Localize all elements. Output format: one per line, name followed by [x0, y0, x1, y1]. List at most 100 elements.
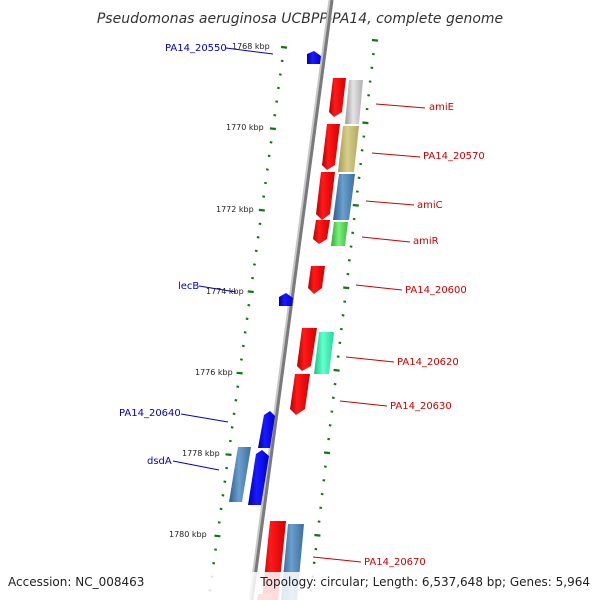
gene-label-PA14_20600[interactable]: PA14_20600: [405, 285, 467, 296]
gene-amiC-partner[interactable]: [333, 174, 355, 220]
scale-tick: [265, 168, 269, 171]
scale-tick: [365, 107, 369, 111]
scale-tick: [343, 300, 347, 303]
scale-tick: [317, 520, 321, 523]
gene-amiR-partner[interactable]: [331, 222, 348, 246]
scale-tick: [280, 59, 284, 63]
scale-tick: [362, 135, 366, 138]
scale-tick: [251, 276, 255, 280]
gene-label-dsdA[interactable]: dsdA: [147, 456, 172, 467]
scale-tick: [339, 327, 343, 331]
connector-amiR: [361, 236, 411, 243]
scale-tick: [258, 208, 265, 212]
tick-label: 1774 kbp: [206, 287, 244, 296]
scale-ticks-right: [309, 38, 379, 592]
scale-tick: [276, 86, 280, 90]
gene-amiR[interactable]: [313, 220, 330, 244]
gene-PA14_20600[interactable]: [308, 266, 325, 294]
tick-label: 1772 kbp: [216, 205, 254, 214]
gene-amiE-partner[interactable]: [345, 80, 363, 124]
scale-tick: [341, 314, 345, 317]
scale-tick: [323, 451, 331, 455]
tick-label: 1768 kbp: [232, 42, 270, 51]
gene-PA14_20570[interactable]: [322, 124, 340, 170]
scale-tick: [234, 398, 238, 402]
scale-tick: [232, 412, 236, 416]
connector-PA14_20620: [345, 356, 395, 363]
scale-tick: [245, 317, 249, 321]
connector-PA14_20670: [312, 556, 362, 563]
scale-tick: [275, 100, 279, 103]
scale-tick: [338, 341, 342, 345]
scale-tick: [323, 465, 327, 468]
gene-PA14_20620[interactable]: [297, 328, 317, 371]
scale-tick: [352, 203, 359, 207]
gene-PA14_20570-partner[interactable]: [338, 126, 359, 172]
scale-tick: [370, 66, 374, 70]
scale-tick: [371, 38, 379, 42]
scale-tick: [355, 190, 359, 193]
scale-tick: [360, 149, 364, 152]
gene-dsdA-partner[interactable]: [229, 447, 251, 502]
scale-tick: [241, 344, 245, 348]
scale-tick: [333, 382, 337, 386]
gene-lecB[interactable]: [279, 293, 293, 306]
gene-PA14_20630[interactable]: [290, 374, 310, 415]
gene-amiE[interactable]: [329, 78, 346, 117]
scale-tick: [225, 453, 232, 456]
scale-tick: [256, 236, 260, 239]
connector-PA14_20570: [371, 152, 421, 158]
scale-tick: [236, 371, 243, 375]
gene-dsdA[interactable]: [248, 450, 269, 505]
scale-tick: [230, 426, 234, 429]
scale-tick: [243, 331, 247, 334]
gene-label-amiC[interactable]: amiC: [417, 200, 443, 211]
scale-ticks-left: [208, 45, 288, 592]
scale-tick: [262, 195, 266, 198]
gene-label-amiR[interactable]: amiR: [413, 236, 439, 247]
scale-tick: [328, 424, 332, 427]
gene-label-PA14_20620[interactable]: PA14_20620: [397, 357, 459, 368]
connector-PA14_20640: [180, 413, 229, 423]
scale-tick: [247, 303, 251, 307]
scale-tick: [239, 358, 243, 361]
scale-tick: [225, 466, 229, 470]
gene-label-PA14_20670[interactable]: PA14_20670: [364, 557, 426, 568]
connector-amiE: [375, 103, 426, 109]
gene-label-lecB[interactable]: lecB: [178, 281, 199, 292]
scale-tick: [212, 561, 216, 565]
scale-tick: [223, 480, 227, 483]
scale-tick: [280, 45, 288, 49]
scale-tick: [331, 396, 335, 400]
connector-amiC: [365, 200, 415, 206]
accession-text: Accession: NC_008463: [8, 575, 144, 589]
map-title: Pseudomonas aeruginosa UCBPP-PA14, compl…: [97, 11, 503, 27]
tick-label: 1780 kbp: [169, 530, 207, 539]
scale-tick: [214, 534, 221, 538]
tick-label: 1770 kbp: [226, 123, 264, 132]
gene-PA14_20550[interactable]: [307, 51, 321, 64]
scale-tick: [357, 176, 361, 180]
scale-tick: [368, 80, 372, 83]
scale-tick: [367, 94, 371, 97]
scale-tick: [327, 437, 331, 441]
scale-tick: [319, 506, 323, 510]
scale-tick: [254, 249, 258, 253]
gene-label-PA14_20570[interactable]: PA14_20570: [423, 151, 485, 162]
scale-tick: [314, 533, 321, 537]
gene-amiC[interactable]: [316, 172, 335, 220]
gene-label-amiE[interactable]: amiE: [429, 102, 454, 113]
topology-text: Topology: circular; Length: 6,537,648 bp…: [259, 575, 590, 589]
gene-label-PA14_20550[interactable]: PA14_20550: [165, 43, 227, 54]
scale-tick: [349, 245, 353, 248]
scale-tick: [362, 121, 369, 125]
scale-tick: [347, 259, 351, 262]
scale-tick: [258, 222, 262, 226]
gene-PA14_20640[interactable]: [258, 411, 275, 448]
gene-PA14_20620-partner[interactable]: [314, 332, 334, 374]
gene-label-PA14_20630[interactable]: PA14_20630: [390, 401, 452, 412]
scale-tick: [252, 263, 256, 266]
gene-label-PA14_20640[interactable]: PA14_20640: [119, 408, 181, 419]
